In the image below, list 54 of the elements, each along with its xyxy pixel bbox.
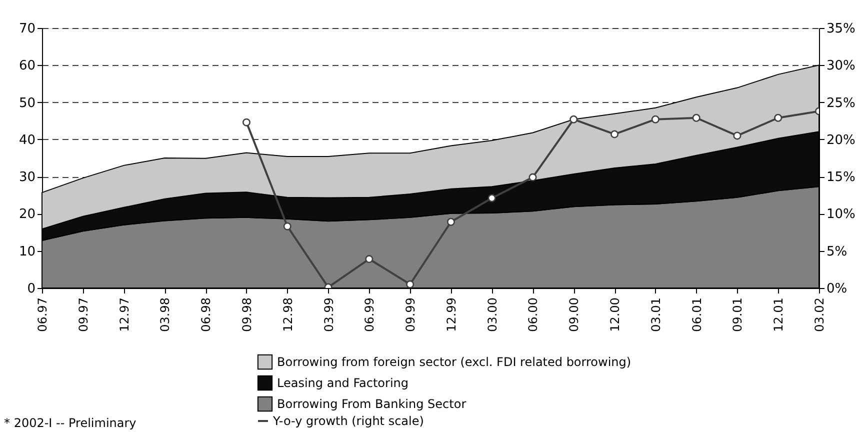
point	[446, 218, 455, 226]
legend-label: Borrowing From Banking Sector	[277, 397, 466, 411]
x-tick-label: 03.00	[485, 298, 500, 332]
y-tick-label: 40	[18, 132, 36, 148]
y2-tick-label: 35%	[826, 22, 856, 36]
point	[774, 114, 782, 122]
point	[733, 132, 742, 140]
legend-label: Y-o-y growth (right scale)	[272, 414, 424, 428]
point	[528, 173, 537, 182]
y-tick-label: 30	[18, 170, 36, 186]
point	[692, 114, 700, 122]
y2-tick-label: 25%	[826, 96, 856, 111]
x-tick-label: 06.98	[199, 298, 214, 332]
point	[651, 115, 660, 124]
x-tick-label: 12.01	[772, 298, 786, 332]
x-tick-label: 09.97	[76, 298, 90, 332]
x-tick-label: 03.01	[648, 298, 663, 332]
legend-label: Borrowing from foreign sector (excl. FDI related borrowing)	[277, 355, 632, 369]
y-tick-label: 10	[18, 244, 36, 260]
x-tick-label: 09.98	[240, 298, 254, 332]
y2-tick-label: 0%	[826, 282, 848, 296]
x-tick-label: 06.01	[690, 298, 704, 332]
x-tick-label: 06.97	[36, 298, 50, 332]
y-tick-label: 50	[18, 96, 36, 111]
x-tick-label: 12.99	[444, 298, 458, 332]
y2-tick-label: 30%	[826, 58, 856, 74]
point	[570, 115, 578, 124]
x-tick-label: 09.00	[567, 298, 582, 332]
y-tick-label: 60	[18, 58, 36, 74]
y2-tick-label: 20%	[826, 132, 856, 148]
x-tick-label: 12.00	[608, 298, 622, 332]
y-tick-label: 70	[18, 22, 36, 36]
x-tick-label: 03.99	[322, 298, 336, 332]
x-tick-label: 03.98	[158, 298, 172, 332]
legend-label: Leasing and Factoring	[277, 376, 409, 390]
y2-tick-label: 15%	[826, 170, 856, 186]
point	[406, 280, 414, 288]
x-tick-label: 12.98	[280, 298, 295, 332]
x-tick-label: 06.00	[526, 298, 540, 332]
y2-tick-label: 10%	[826, 207, 856, 222]
x-tick-label: 12.97	[117, 298, 132, 332]
x-tick-label: 03.02	[812, 298, 826, 332]
y2-tick-label: 5%	[826, 244, 848, 260]
x-tick-label: 06.99	[362, 298, 377, 332]
point	[365, 255, 374, 264]
point	[283, 222, 292, 230]
point	[488, 194, 496, 202]
point	[610, 130, 619, 138]
y-tick-label: 0	[27, 282, 36, 296]
point	[242, 118, 250, 126]
text: * 2002-I -- Preliminary	[4, 416, 136, 430]
y-tick-label: 20	[18, 207, 36, 222]
x-tick-label: 09.99	[404, 298, 418, 332]
x-tick-label: 09.01	[730, 298, 745, 332]
